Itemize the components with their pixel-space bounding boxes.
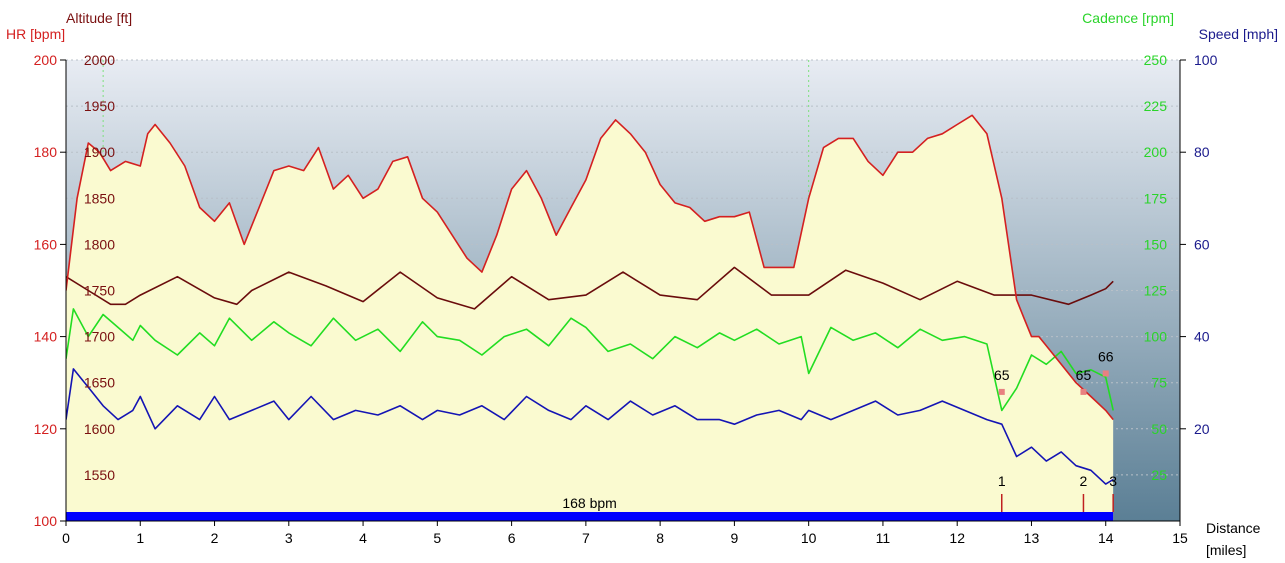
cadence-tick-label: 100: [1144, 329, 1168, 345]
cadence-tick-label: 175: [1144, 190, 1168, 206]
cadence-tick-label: 50: [1151, 421, 1167, 437]
x-axis-unit: [miles]: [1206, 542, 1246, 558]
x-tick-label: 10: [801, 530, 817, 546]
altitude-tick-label: 1650: [84, 375, 115, 391]
series-line-speed: [66, 368, 1114, 485]
axis-title-cadence: Cadence [rpm]: [1082, 10, 1174, 26]
altitude-tick-label: 1700: [84, 329, 115, 345]
cadence-tick-label: 150: [1144, 236, 1168, 252]
altitude-tick-label: 1950: [84, 98, 115, 114]
annotation-label: 66: [1098, 348, 1114, 364]
x-tick-label: 12: [949, 530, 965, 546]
x-tick-label: 6: [508, 530, 516, 546]
series-line-heart_rate: [66, 114, 1114, 421]
cadence-tick-label: 200: [1144, 144, 1168, 160]
series-line-altitude: [66, 266, 1114, 310]
hr-tick-label: 100: [34, 513, 58, 529]
x-tick-label: 1: [136, 530, 144, 546]
x-tick-label: 0: [62, 530, 70, 546]
hr-fill-area: [66, 115, 1114, 521]
x-axis-label: Distance: [1206, 520, 1261, 536]
x-tick-label: 13: [1024, 530, 1040, 546]
cadence-tick-label: 250: [1144, 52, 1168, 68]
altitude-tick-label: 1800: [84, 236, 115, 252]
annotation-label: 65: [1076, 367, 1092, 383]
cadence-tick-label: 225: [1144, 98, 1168, 114]
lap-marker-label: 2: [1080, 473, 1088, 489]
x-tick-label: 4: [359, 530, 367, 546]
altitude-tick-label: 1600: [84, 421, 115, 437]
x-tick-label: 8: [656, 530, 664, 546]
hr-tick-label: 200: [34, 52, 58, 68]
speed-tick-label: 20: [1194, 421, 1210, 437]
x-tick-label: 5: [433, 530, 441, 546]
annotation-label: 65: [994, 367, 1010, 383]
axis-title-hr: HR [bpm]: [6, 26, 65, 42]
altitude-tick-label: 1900: [84, 144, 115, 160]
altitude-tick-label: 1750: [84, 283, 115, 299]
x-tick-label: 2: [211, 530, 219, 546]
x-tick-label: 7: [582, 530, 590, 546]
cadence-tick-label: 125: [1144, 283, 1168, 299]
x-tick-label: 15: [1172, 530, 1188, 546]
cadence-tick-label: 25: [1151, 467, 1167, 483]
hr-tick-label: 160: [34, 236, 58, 252]
x-tick-label: 3: [285, 530, 293, 546]
x-tick-label: 11: [876, 530, 891, 546]
speed-tick-label: 100: [1194, 52, 1218, 68]
lap-marker-label: 3: [1109, 473, 1117, 489]
lap-marker-label: 1: [998, 473, 1006, 489]
altitude-tick-label: 1850: [84, 190, 115, 206]
axis-title-speed: Speed [mph]: [1199, 26, 1278, 42]
series-line-cadence: [66, 308, 1114, 412]
x-tick-label: 9: [731, 530, 739, 546]
speed-tick-label: 60: [1194, 236, 1210, 252]
hr-tick-label: 140: [34, 329, 58, 345]
reference-label: 168 bpm: [562, 495, 616, 511]
annotation-marker: [1102, 370, 1109, 377]
hr-tick-label: 180: [34, 144, 58, 160]
annotation-marker: [1080, 388, 1087, 395]
speed-tick-label: 80: [1194, 144, 1210, 160]
altitude-tick-label: 1550: [84, 467, 115, 483]
cadence-tick-label: 75: [1151, 375, 1167, 391]
annotation-marker: [998, 388, 1005, 395]
altitude-tick-label: 2000: [84, 52, 115, 68]
axis-title-altitude: Altitude [ft]: [66, 10, 132, 26]
speed-tick-label: 40: [1194, 329, 1210, 345]
x-tick-label: 14: [1098, 530, 1114, 546]
hr-tick-label: 120: [34, 421, 58, 437]
reference-bar-hr: [66, 512, 1114, 521]
